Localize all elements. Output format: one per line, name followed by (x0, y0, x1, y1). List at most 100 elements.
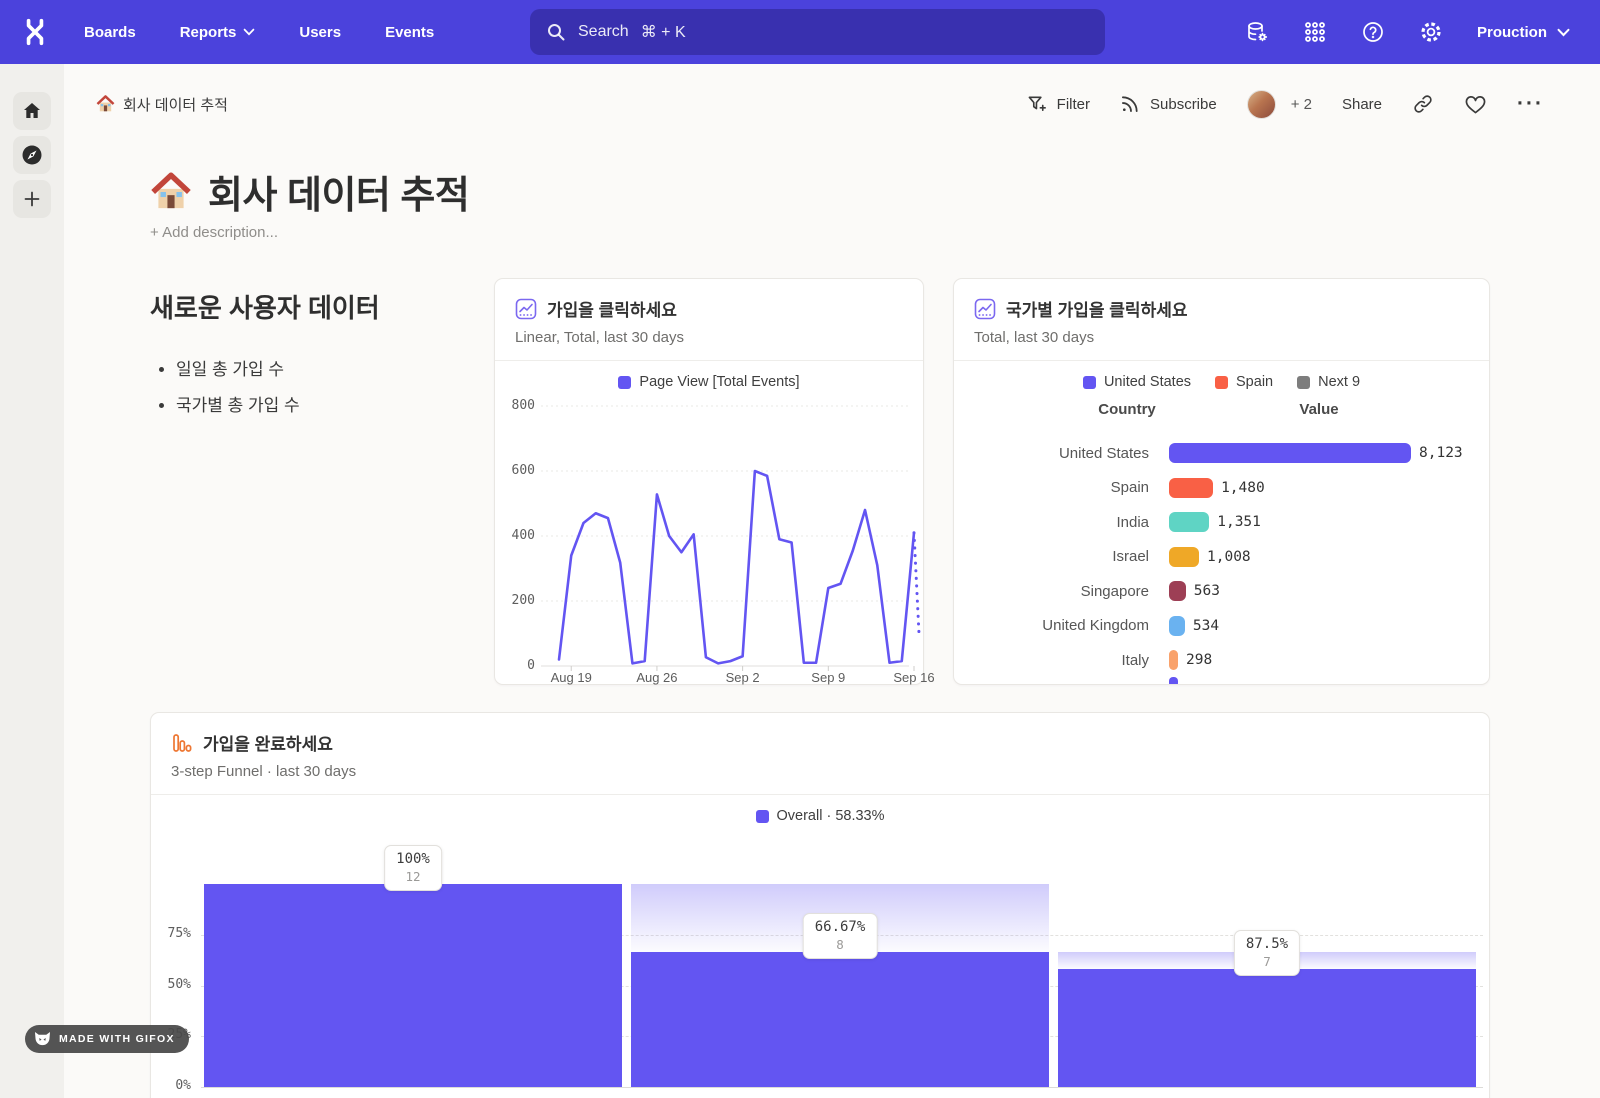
column-header-value: Value (1299, 401, 1339, 418)
country-value: 1,351 (1217, 514, 1261, 531)
toolbar-actions: Filter Subscribe + 2 Share ··· (1027, 89, 1544, 119)
chevron-down-icon (244, 28, 255, 36)
country-card-title[interactable]: 국가별 가입을 클릭하세요 (1006, 301, 1188, 320)
country-label: Israel (1112, 548, 1149, 566)
funnel-y-tick: 75% (167, 925, 191, 941)
filter-icon (1028, 96, 1046, 112)
column-header-country: Country (1098, 401, 1156, 418)
country-bar[interactable] (1169, 512, 1210, 533)
country-row[interactable]: Spain 1,480 (954, 471, 1489, 506)
funnel-y-tick: 50% (167, 976, 191, 992)
legend-swatch (618, 375, 632, 389)
country-bar[interactable] (1169, 650, 1178, 671)
country-value: 563 (1193, 583, 1220, 600)
add-description-button[interactable]: + Add description... (150, 224, 278, 241)
legend-label: Next 9 (1318, 374, 1361, 390)
funnel-chart-icon (173, 733, 192, 752)
search-placeholder: Search (578, 23, 629, 40)
y-axis-tick: 800 (511, 398, 535, 413)
legend-label: Page View [Total Events] (639, 374, 800, 390)
line-legend-item[interactable]: Page View [Total Events] (618, 374, 800, 390)
breadcrumb[interactable]: 회사 데이터 추적 (96, 94, 228, 115)
search-input[interactable]: Search ⌘ + K (530, 9, 1105, 55)
funnel-count-label: 12 (405, 869, 421, 884)
country-row[interactable]: United Kingdom 534 (954, 609, 1489, 644)
country-label: Spain (1110, 479, 1149, 497)
share-button[interactable]: Share (1342, 96, 1382, 113)
country-label: Italy (1121, 651, 1149, 669)
country-legend-item[interactable]: Next 9 (1297, 374, 1360, 390)
more-options-button[interactable]: ··· (1517, 92, 1544, 115)
country-label: United States (1058, 444, 1149, 462)
country-bar[interactable] (1169, 477, 1214, 498)
subscribe-button[interactable]: Subscribe (1120, 94, 1217, 114)
funnel-badge-step-3: 87.5% 7 (1233, 929, 1301, 976)
funnel-card-title[interactable]: 가입을 완료하세요 (203, 735, 333, 754)
country-value: 298 (1186, 652, 1213, 669)
next-row-partial-bar (1169, 677, 1178, 684)
country-row[interactable]: Italy 298 (954, 643, 1489, 678)
line-chart-card: 가입을 클릭하세요 Linear, Total, last 30 days Pa… (494, 278, 935, 685)
x-axis-tick: Aug 26 (636, 670, 678, 685)
legend-label: Spain (1236, 374, 1274, 390)
help-icon[interactable] (1361, 20, 1385, 44)
funnel-legend-item[interactable]: Overall · 58.33% (755, 808, 885, 824)
funnel-conversion-label: 87.5% (1245, 935, 1289, 952)
country-bar[interactable] (1169, 443, 1411, 464)
nav-item-boards[interactable]: Boards (84, 24, 136, 41)
data-management-icon[interactable] (1245, 20, 1269, 44)
settings-gear-icon[interactable] (1419, 20, 1443, 44)
country-legend-item[interactable]: Spain (1215, 374, 1273, 390)
left-sidebar (0, 64, 64, 1098)
country-bar[interactable] (1169, 581, 1186, 602)
compass-icon (22, 145, 42, 165)
country-row[interactable]: United States 8,123 (954, 436, 1489, 471)
funnel-badge-step-2: 66.67% 8 (802, 912, 878, 959)
project-selector[interactable]: Prouction (1477, 24, 1570, 41)
avatar[interactable] (1246, 89, 1276, 119)
country-row[interactable]: Israel 1,008 (954, 540, 1489, 575)
y-axis-tick: 600 (511, 463, 535, 478)
sidebar-discover-button[interactable] (13, 136, 51, 174)
nav-item-reports[interactable]: Reports (180, 24, 256, 41)
filter-button[interactable]: Filter (1027, 94, 1090, 114)
x-axis-tick: Sep 16 (893, 670, 935, 685)
gifox-badge[interactable]: MADE WITH GIFOX (25, 1025, 189, 1053)
funnel-bar-step-1[interactable] (204, 884, 622, 1087)
collaborators[interactable]: + 2 (1246, 89, 1312, 119)
country-value: 1,480 (1221, 479, 1265, 496)
funnel-baseline (201, 1087, 1483, 1088)
country-bar[interactable] (1169, 546, 1200, 567)
nav-item-label: Reports (179, 23, 237, 41)
nav-item-events[interactable]: Events (385, 24, 434, 41)
funnel-y-tick: 0% (175, 1078, 191, 1093)
main-content: 회사 데이터 추적 Filter Subscribe + 2 Share ··· (64, 64, 1600, 1098)
home-icon (24, 103, 40, 118)
line-chart-svg[interactable] (541, 398, 921, 674)
x-axis-tick: Sep 9 (811, 670, 846, 685)
country-bar[interactable] (1169, 615, 1185, 636)
mixpanel-logo-icon[interactable] (20, 17, 50, 47)
nav-item-label: Boards (84, 23, 136, 41)
apps-grid-icon[interactable] (1303, 20, 1327, 44)
subscribe-label: Subscribe (1150, 95, 1217, 113)
country-value: 534 (1192, 617, 1220, 634)
country-row[interactable]: India 1,351 (954, 505, 1489, 540)
search-shortcut: ⌘ + K (640, 24, 686, 41)
top-nav: Boards Reports Users Events Search ⌘ + K Pr… (0, 0, 1600, 64)
nav-item-users[interactable]: Users (299, 24, 341, 41)
page-title[interactable]: 회사 데이터 추적 (208, 175, 470, 217)
country-legend-item[interactable]: United States (1082, 374, 1191, 390)
funnel-bar-step-3[interactable] (1058, 968, 1476, 1087)
country-rows: United States 8,123 Spain 1,480 India 1,351 Is… (954, 436, 1489, 678)
country-row[interactable]: Singapore 563 (954, 574, 1489, 609)
fox-icon (34, 1031, 51, 1046)
favorite-heart-icon[interactable] (1464, 94, 1487, 115)
search-icon (548, 24, 565, 41)
sidebar-add-button[interactable] (13, 180, 51, 218)
copy-link-icon[interactable] (1412, 93, 1434, 115)
line-card-title[interactable]: 가입을 클릭하세요 (547, 301, 677, 320)
sidebar-home-button[interactable] (13, 92, 51, 130)
legend-swatch (1082, 375, 1096, 389)
funnel-bar-step-2[interactable] (631, 951, 1049, 1087)
